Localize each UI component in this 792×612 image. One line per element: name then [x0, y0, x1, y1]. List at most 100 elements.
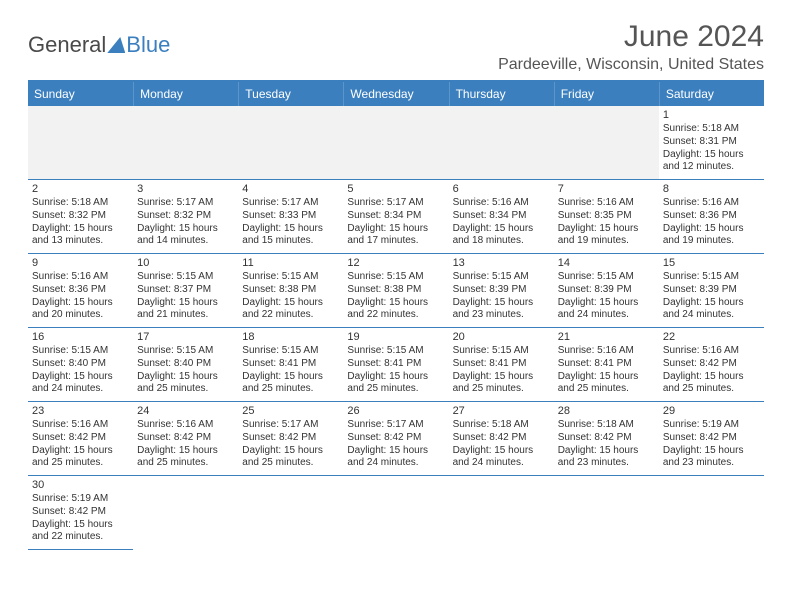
day-number: 21 [558, 330, 655, 344]
daylight-line: Daylight: 15 hours and 22 minutes. [347, 297, 444, 323]
sunset-line: Sunset: 8:42 PM [242, 432, 339, 445]
sunrise-line: Sunrise: 5:15 AM [453, 345, 550, 358]
sunset-line: Sunset: 8:42 PM [32, 432, 129, 445]
day-cell: 14Sunrise: 5:15 AMSunset: 8:39 PMDayligh… [554, 254, 659, 328]
daylight-line: Daylight: 15 hours and 15 minutes. [242, 223, 339, 249]
trailing-blank-cell [133, 476, 238, 550]
calendar-grid: 1Sunrise: 5:18 AMSunset: 8:31 PMDaylight… [28, 106, 764, 550]
location-text: Pardeeville, Wisconsin, United States [498, 56, 764, 74]
daylight-line: Daylight: 15 hours and 20 minutes. [32, 297, 129, 323]
sunrise-line: Sunrise: 5:16 AM [558, 345, 655, 358]
day-number: 6 [453, 182, 550, 196]
header: General Blue June 2024 Pardeeville, Wisc… [28, 20, 764, 74]
sunset-line: Sunset: 8:34 PM [453, 210, 550, 223]
sunrise-line: Sunrise: 5:17 AM [242, 197, 339, 210]
day-cell: 5Sunrise: 5:17 AMSunset: 8:34 PMDaylight… [343, 180, 448, 254]
day-number: 16 [32, 330, 129, 344]
sunrise-line: Sunrise: 5:15 AM [347, 345, 444, 358]
sunrise-line: Sunrise: 5:16 AM [663, 197, 760, 210]
sunrise-line: Sunrise: 5:17 AM [137, 197, 234, 210]
day-cell: 26Sunrise: 5:17 AMSunset: 8:42 PMDayligh… [343, 402, 448, 476]
daylight-line: Daylight: 15 hours and 17 minutes. [347, 223, 444, 249]
sunrise-line: Sunrise: 5:15 AM [558, 271, 655, 284]
day-number: 14 [558, 256, 655, 270]
sunset-line: Sunset: 8:32 PM [137, 210, 234, 223]
weekday-monday: Monday [133, 82, 238, 106]
daylight-line: Daylight: 15 hours and 19 minutes. [663, 223, 760, 249]
sunset-line: Sunset: 8:42 PM [137, 432, 234, 445]
day-number: 8 [663, 182, 760, 196]
day-cell: 1Sunrise: 5:18 AMSunset: 8:31 PMDaylight… [659, 106, 764, 180]
day-cell: 2Sunrise: 5:18 AMSunset: 8:32 PMDaylight… [28, 180, 133, 254]
day-cell: 20Sunrise: 5:15 AMSunset: 8:41 PMDayligh… [449, 328, 554, 402]
weekday-thursday: Thursday [449, 82, 554, 106]
day-cell: 23Sunrise: 5:16 AMSunset: 8:42 PMDayligh… [28, 402, 133, 476]
sunset-line: Sunset: 8:34 PM [347, 210, 444, 223]
trailing-blank-cell [449, 476, 554, 550]
day-cell: 8Sunrise: 5:16 AMSunset: 8:36 PMDaylight… [659, 180, 764, 254]
sunset-line: Sunset: 8:42 PM [32, 506, 129, 519]
leading-blank-cell [133, 106, 238, 180]
daylight-line: Daylight: 15 hours and 25 minutes. [137, 445, 234, 471]
sunrise-line: Sunrise: 5:16 AM [558, 197, 655, 210]
trailing-blank-cell [659, 476, 764, 550]
sunset-line: Sunset: 8:38 PM [242, 284, 339, 297]
sunset-line: Sunset: 8:42 PM [453, 432, 550, 445]
sunset-line: Sunset: 8:39 PM [558, 284, 655, 297]
sunset-line: Sunset: 8:31 PM [663, 136, 760, 149]
day-number: 26 [347, 404, 444, 418]
day-cell: 17Sunrise: 5:15 AMSunset: 8:40 PMDayligh… [133, 328, 238, 402]
day-number: 12 [347, 256, 444, 270]
sunrise-line: Sunrise: 5:19 AM [32, 493, 129, 506]
sunset-line: Sunset: 8:41 PM [347, 358, 444, 371]
daylight-line: Daylight: 15 hours and 25 minutes. [242, 445, 339, 471]
day-cell: 21Sunrise: 5:16 AMSunset: 8:41 PMDayligh… [554, 328, 659, 402]
sunset-line: Sunset: 8:36 PM [32, 284, 129, 297]
day-number: 15 [663, 256, 760, 270]
day-number: 18 [242, 330, 339, 344]
trailing-blank-cell [554, 476, 659, 550]
daylight-line: Daylight: 15 hours and 23 minutes. [663, 445, 760, 471]
sunrise-line: Sunrise: 5:19 AM [663, 419, 760, 432]
weekday-wednesday: Wednesday [343, 82, 448, 106]
day-cell: 15Sunrise: 5:15 AMSunset: 8:39 PMDayligh… [659, 254, 764, 328]
leading-blank-cell [449, 106, 554, 180]
weekday-sunday: Sunday [28, 82, 133, 106]
weekday-saturday: Saturday [659, 82, 764, 106]
sunrise-line: Sunrise: 5:15 AM [137, 345, 234, 358]
sunset-line: Sunset: 8:32 PM [32, 210, 129, 223]
daylight-line: Daylight: 15 hours and 13 minutes. [32, 223, 129, 249]
sunrise-line: Sunrise: 5:16 AM [453, 197, 550, 210]
brand-part1: General [28, 32, 106, 58]
daylight-line: Daylight: 15 hours and 25 minutes. [663, 371, 760, 397]
sunrise-line: Sunrise: 5:18 AM [558, 419, 655, 432]
sunrise-line: Sunrise: 5:16 AM [137, 419, 234, 432]
daylight-line: Daylight: 15 hours and 19 minutes. [558, 223, 655, 249]
day-cell: 12Sunrise: 5:15 AMSunset: 8:38 PMDayligh… [343, 254, 448, 328]
weekday-tuesday: Tuesday [238, 82, 343, 106]
calendar-container: Sunday Monday Tuesday Wednesday Thursday… [28, 80, 764, 550]
day-number: 17 [137, 330, 234, 344]
sunset-line: Sunset: 8:42 PM [663, 432, 760, 445]
daylight-line: Daylight: 15 hours and 24 minutes. [32, 371, 129, 397]
daylight-line: Daylight: 15 hours and 25 minutes. [242, 371, 339, 397]
sunrise-line: Sunrise: 5:18 AM [663, 123, 760, 136]
weekday-friday: Friday [554, 82, 659, 106]
daylight-line: Daylight: 15 hours and 24 minutes. [347, 445, 444, 471]
daylight-line: Daylight: 15 hours and 14 minutes. [137, 223, 234, 249]
leading-blank-cell [28, 106, 133, 180]
month-title: June 2024 [498, 20, 764, 54]
leading-blank-cell [343, 106, 448, 180]
day-number: 20 [453, 330, 550, 344]
sunset-line: Sunset: 8:37 PM [137, 284, 234, 297]
day-number: 7 [558, 182, 655, 196]
daylight-line: Daylight: 15 hours and 22 minutes. [32, 519, 129, 545]
day-cell: 28Sunrise: 5:18 AMSunset: 8:42 PMDayligh… [554, 402, 659, 476]
sunset-line: Sunset: 8:36 PM [663, 210, 760, 223]
day-number: 28 [558, 404, 655, 418]
daylight-line: Daylight: 15 hours and 24 minutes. [558, 297, 655, 323]
brand-part2: Blue [126, 32, 170, 58]
sunrise-line: Sunrise: 5:16 AM [663, 345, 760, 358]
day-number: 29 [663, 404, 760, 418]
day-number: 25 [242, 404, 339, 418]
